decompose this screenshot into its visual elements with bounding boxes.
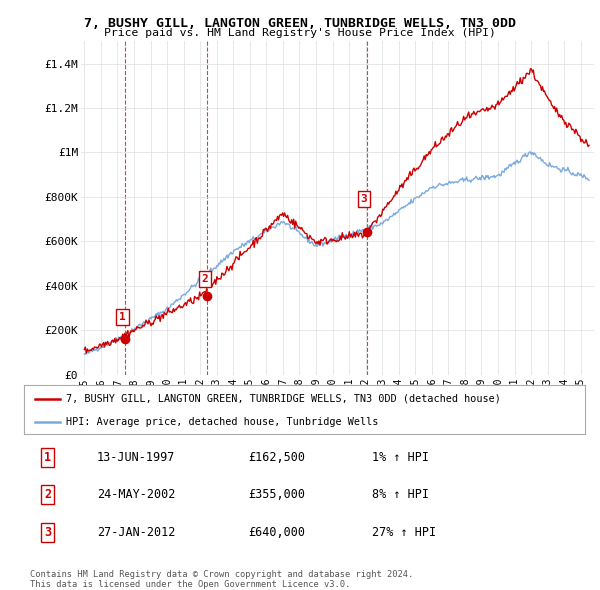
Text: 7, BUSHY GILL, LANGTON GREEN, TUNBRIDGE WELLS, TN3 0DD (detached house): 7, BUSHY GILL, LANGTON GREEN, TUNBRIDGE … (66, 394, 501, 404)
Text: 1: 1 (119, 312, 126, 322)
Text: 1: 1 (44, 451, 51, 464)
Text: 27% ↑ HPI: 27% ↑ HPI (372, 526, 436, 539)
Text: 7, BUSHY GILL, LANGTON GREEN, TUNBRIDGE WELLS, TN3 0DD: 7, BUSHY GILL, LANGTON GREEN, TUNBRIDGE … (84, 17, 516, 30)
Text: 2: 2 (202, 274, 208, 284)
Text: 3: 3 (361, 194, 367, 204)
Text: Contains HM Land Registry data © Crown copyright and database right 2024.
This d: Contains HM Land Registry data © Crown c… (30, 570, 413, 589)
Text: 24-MAY-2002: 24-MAY-2002 (97, 488, 175, 501)
Text: £355,000: £355,000 (248, 488, 305, 501)
Text: £640,000: £640,000 (248, 526, 305, 539)
Text: 13-JUN-1997: 13-JUN-1997 (97, 451, 175, 464)
Text: £162,500: £162,500 (248, 451, 305, 464)
Text: Price paid vs. HM Land Registry's House Price Index (HPI): Price paid vs. HM Land Registry's House … (104, 28, 496, 38)
Text: 2: 2 (44, 488, 51, 501)
Text: 1% ↑ HPI: 1% ↑ HPI (372, 451, 429, 464)
Text: 8% ↑ HPI: 8% ↑ HPI (372, 488, 429, 501)
Text: HPI: Average price, detached house, Tunbridge Wells: HPI: Average price, detached house, Tunb… (66, 417, 379, 427)
Text: 3: 3 (44, 526, 51, 539)
Text: 27-JAN-2012: 27-JAN-2012 (97, 526, 175, 539)
